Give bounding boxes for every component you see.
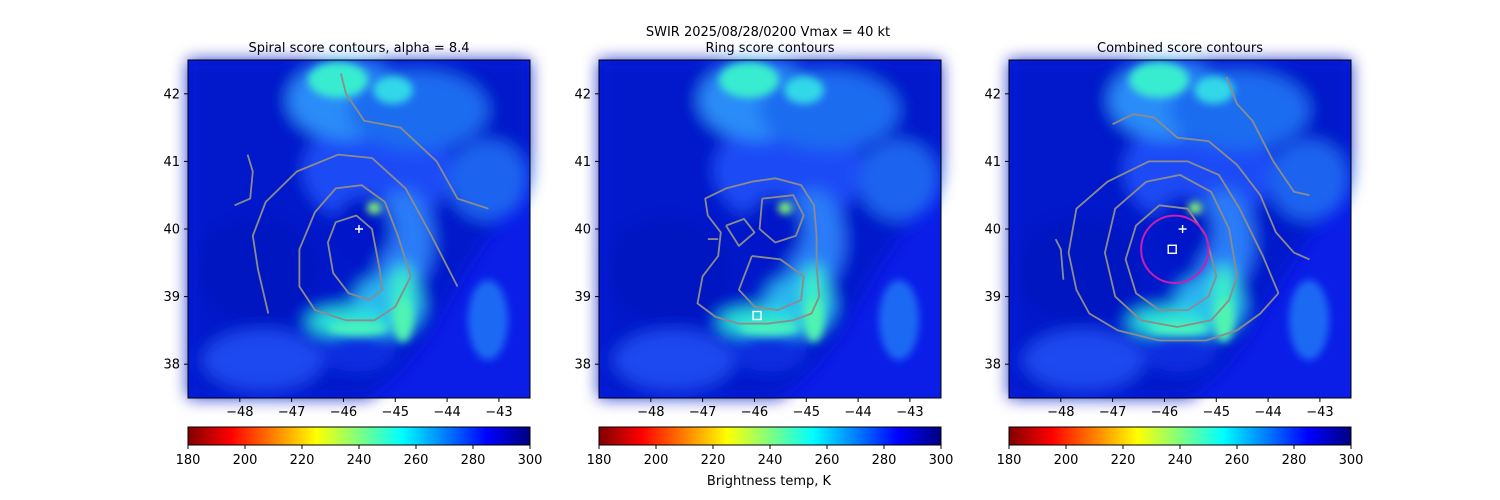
center-plus-marker <box>355 225 363 233</box>
y-tick-label: 41 <box>574 155 591 170</box>
center-plus-marker <box>1178 225 1187 233</box>
x-tick-label: −44 <box>844 405 871 420</box>
score-contour <box>251 153 459 314</box>
best-ring <box>1140 214 1210 284</box>
panel-2: Ring score contours −48 −47 −46 −45 −44 −43 38 3… <box>574 41 953 468</box>
colorbar-tick-label: 280 <box>872 453 897 468</box>
x-tick-label: −45 <box>793 405 820 420</box>
score-contour <box>758 194 805 244</box>
panel-1: Spiral score contours, alpha = 8.4 −48 −47… <box>163 41 542 468</box>
colorbar-label: Brightness temp, K <box>707 474 832 489</box>
colorbar-tick-label: 220 <box>701 453 726 468</box>
colorbar-tick-label: 260 <box>815 453 840 468</box>
panel-3: Combined score contours −48 −47 −46 −45 −44 −4… <box>984 41 1363 468</box>
x-tick-label: −45 <box>382 405 409 420</box>
x-tick-label: −46 <box>330 405 357 420</box>
x-tick-label: −46 <box>1151 405 1178 420</box>
score-contour <box>738 255 805 311</box>
score-contour <box>696 177 821 325</box>
x-tick-label: −43 <box>1306 405 1333 420</box>
brightness-field <box>599 60 941 398</box>
colorbar-tick-label: 240 <box>1168 453 1193 468</box>
score-contour <box>1225 76 1310 197</box>
colorbar-tick-label: 200 <box>233 453 258 468</box>
x-tick-label: −47 <box>1099 405 1126 420</box>
x-tick-label: −47 <box>689 405 716 420</box>
score-contour <box>725 218 756 247</box>
x-tick-label: −44 <box>1254 405 1281 420</box>
panel-title: Ring score contours <box>705 41 834 56</box>
colorbar-tick-label: 200 <box>1054 453 1079 468</box>
colorbar-tick-label: 280 <box>461 453 486 468</box>
y-tick-label: 40 <box>163 223 180 238</box>
score-contour <box>1112 113 1310 261</box>
score-contour <box>234 154 254 207</box>
colorbar-tick-label: 300 <box>1339 453 1364 468</box>
x-tick-label: −43 <box>896 405 923 420</box>
colorbar-tick-label: 220 <box>1111 453 1136 468</box>
colorbar-tick-label: 240 <box>347 453 372 468</box>
x-tick-label: −48 <box>1047 405 1074 420</box>
y-tick-label: 42 <box>163 87 180 102</box>
colorbar-tick-label: 280 <box>1282 453 1307 468</box>
y-tick-label: 38 <box>163 358 180 373</box>
colorbar-tick-label: 240 <box>758 453 783 468</box>
figure-suptitle: SWIR 2025/08/28/0200 Vmax = 40 kt <box>646 25 890 40</box>
y-tick-label: 42 <box>574 87 591 102</box>
y-tick-label: 38 <box>984 358 1001 373</box>
colorbar-tick-label: 180 <box>587 453 612 468</box>
score-contour <box>327 214 384 301</box>
y-tick-label: 39 <box>984 290 1001 305</box>
colorbar-tick-label: 180 <box>176 453 201 468</box>
x-tick-label: −48 <box>226 405 253 420</box>
panels: Spiral score contours, alpha = 8.4 −48 −47… <box>163 41 1363 468</box>
colorbar <box>187 426 531 446</box>
y-tick-label: 41 <box>984 155 1001 170</box>
score-contour <box>298 184 412 322</box>
score-contour <box>1124 204 1218 311</box>
y-tick-label: 41 <box>163 155 180 170</box>
colorbar-tick-label: 260 <box>1225 453 1250 468</box>
x-tick-label: −43 <box>485 405 512 420</box>
score-contour <box>1067 160 1280 342</box>
x-tick-label: −46 <box>741 405 768 420</box>
panel-title: Spiral score contours, alpha = 8.4 <box>248 41 469 56</box>
colorbar-tick-label: 200 <box>644 453 669 468</box>
y-tick-label: 39 <box>163 290 180 305</box>
center-square-marker <box>1167 244 1177 254</box>
center-square-marker <box>752 310 762 321</box>
colorbar <box>598 426 942 446</box>
colorbar-tick-label: 260 <box>404 453 429 468</box>
y-tick-label: 40 <box>574 223 591 238</box>
y-tick-label: 38 <box>574 358 591 373</box>
score-contour <box>340 73 489 210</box>
x-tick-label: −47 <box>278 405 305 420</box>
colorbar <box>1008 426 1352 446</box>
y-tick-label: 42 <box>984 87 1001 102</box>
score-contour <box>1104 174 1238 328</box>
score-contour <box>1054 238 1065 280</box>
colorbar-tick-label: 300 <box>929 453 954 468</box>
y-tick-label: 40 <box>984 223 1001 238</box>
x-tick-label: −44 <box>433 405 460 420</box>
x-tick-label: −48 <box>637 405 664 420</box>
panel-title: Combined score contours <box>1097 41 1263 56</box>
colorbar-tick-label: 300 <box>518 453 543 468</box>
colorbar-tick-label: 180 <box>997 453 1022 468</box>
y-tick-label: 39 <box>574 290 591 305</box>
x-tick-label: −45 <box>1203 405 1230 420</box>
colorbar-tick-label: 220 <box>290 453 315 468</box>
